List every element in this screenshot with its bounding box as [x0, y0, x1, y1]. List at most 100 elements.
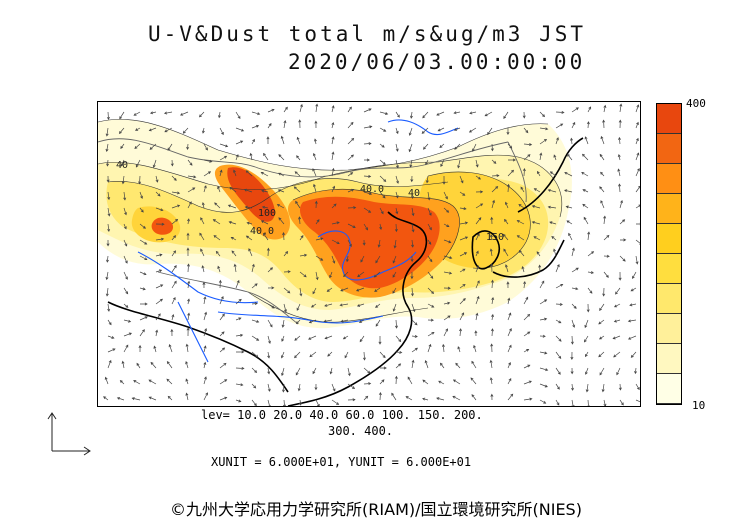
- chart-title: U-V&Dust total m/s&ug/m3 JST: [148, 22, 587, 46]
- wind-arrow: [218, 279, 222, 289]
- wind-arrow: [475, 203, 484, 209]
- wind-arrow: [347, 154, 354, 161]
- wind-arrow: [619, 238, 627, 242]
- wind-arrow: [539, 152, 543, 161]
- wind-vectors: [103, 103, 640, 406]
- wind-arrow: [148, 396, 157, 401]
- wind-arrow: [507, 344, 512, 353]
- wind-arrow: [219, 331, 225, 337]
- wind-arrow: [199, 232, 205, 241]
- wind-arrow: [150, 361, 157, 369]
- wind-arrow: [331, 239, 340, 245]
- wind-arrow: [347, 121, 354, 129]
- wind-arrow: [251, 399, 257, 406]
- wind-arrow: [217, 265, 221, 273]
- wind-arrow: [411, 359, 415, 369]
- wind-arrow: [299, 253, 308, 257]
- wind-arrow: [249, 152, 253, 161]
- wind-arrow: [490, 279, 494, 289]
- wind-arrow: [506, 183, 510, 193]
- wind-arrow: [504, 264, 509, 273]
- wind-arrow: [603, 234, 610, 241]
- wind-arrow: [616, 367, 621, 376]
- wind-arrow: [219, 347, 226, 353]
- wind-arrow: [182, 127, 189, 134]
- wind-arrow: [427, 223, 432, 231]
- wind-arrow: [134, 143, 141, 149]
- wind-arrow: [531, 221, 541, 225]
- wind-arrow: [599, 153, 605, 161]
- wind-arrow: [491, 174, 500, 178]
- wind-arrow: [283, 287, 291, 294]
- wind-arrow: [599, 186, 605, 193]
- wind-arrow: [523, 127, 529, 134]
- wind-arrow: [475, 233, 480, 241]
- wind-arrow: [395, 191, 399, 199]
- wind-arrow: [262, 232, 269, 241]
- wind-arrow: [106, 175, 110, 183]
- wind-arrow: [612, 335, 621, 340]
- wind-arrow: [168, 344, 173, 353]
- contour-label: 40: [116, 160, 128, 171]
- wind-arrow: [443, 286, 451, 290]
- wind-arrow: [619, 199, 623, 209]
- wind-arrow: [520, 186, 525, 193]
- wind-arrow: [425, 175, 429, 184]
- wind-arrow: [379, 111, 389, 115]
- wind-arrow: [315, 237, 324, 241]
- wind-arrow: [395, 127, 399, 135]
- wind-arrow: [235, 383, 244, 387]
- wind-arrow: [267, 367, 271, 375]
- wind-arrow: [309, 351, 317, 358]
- wind-arrow: [244, 205, 253, 209]
- wind-arrow: [243, 188, 253, 193]
- wind-arrow: [490, 143, 494, 152]
- wind-arrow: [155, 329, 159, 337]
- wind-arrow: [278, 217, 285, 225]
- wind-arrow: [566, 153, 573, 161]
- wind-arrow: [296, 136, 301, 145]
- wind-arrow: [219, 295, 224, 305]
- wind-arrow: [443, 255, 453, 260]
- wind-arrow: [315, 271, 319, 281]
- wind-arrow: [179, 111, 189, 116]
- wind-arrow: [635, 121, 639, 129]
- wind-arrow: [549, 221, 557, 225]
- wind-arrow: [323, 319, 333, 323]
- wind-arrow: [139, 302, 148, 306]
- wind-arrow: [251, 302, 258, 306]
- wind-arrow: [600, 200, 605, 209]
- wind-arrow: [123, 255, 128, 264]
- wind-arrow: [410, 191, 414, 199]
- wind-arrow: [153, 345, 157, 353]
- wind-arrow: [507, 158, 516, 162]
- wind-arrow: [522, 111, 526, 119]
- wind-arrow: [171, 280, 177, 289]
- wind-arrow: [171, 314, 175, 321]
- wind-arrow: [617, 153, 621, 161]
- wind-arrow: [632, 271, 637, 279]
- wind-arrow: [507, 362, 511, 369]
- wind-arrow: [203, 392, 209, 401]
- wind-arrow: [171, 250, 177, 257]
- wind-arrow: [427, 191, 431, 201]
- wind-arrow: [379, 223, 383, 231]
- wind-arrow: [171, 191, 181, 195]
- wind-arrow: [185, 378, 189, 385]
- wind-arrow: [186, 143, 190, 151]
- wind-arrow: [603, 254, 610, 258]
- wind-arrow: [582, 203, 589, 209]
- wind-arrow: [233, 263, 237, 273]
- wind-arrow: [171, 265, 177, 273]
- wind-arrow: [167, 395, 173, 401]
- wind-arrow: [411, 303, 416, 313]
- wind-arrow: [603, 271, 609, 278]
- wind-arrow: [331, 185, 336, 193]
- wind-arrow: [363, 174, 372, 178]
- wind-arrow: [503, 248, 509, 257]
- wind-arrow: [347, 239, 352, 248]
- wind-arrow: [427, 331, 435, 337]
- wind-arrow: [523, 313, 531, 321]
- wind-arrow: [475, 159, 479, 168]
- wind-arrow: [443, 315, 451, 321]
